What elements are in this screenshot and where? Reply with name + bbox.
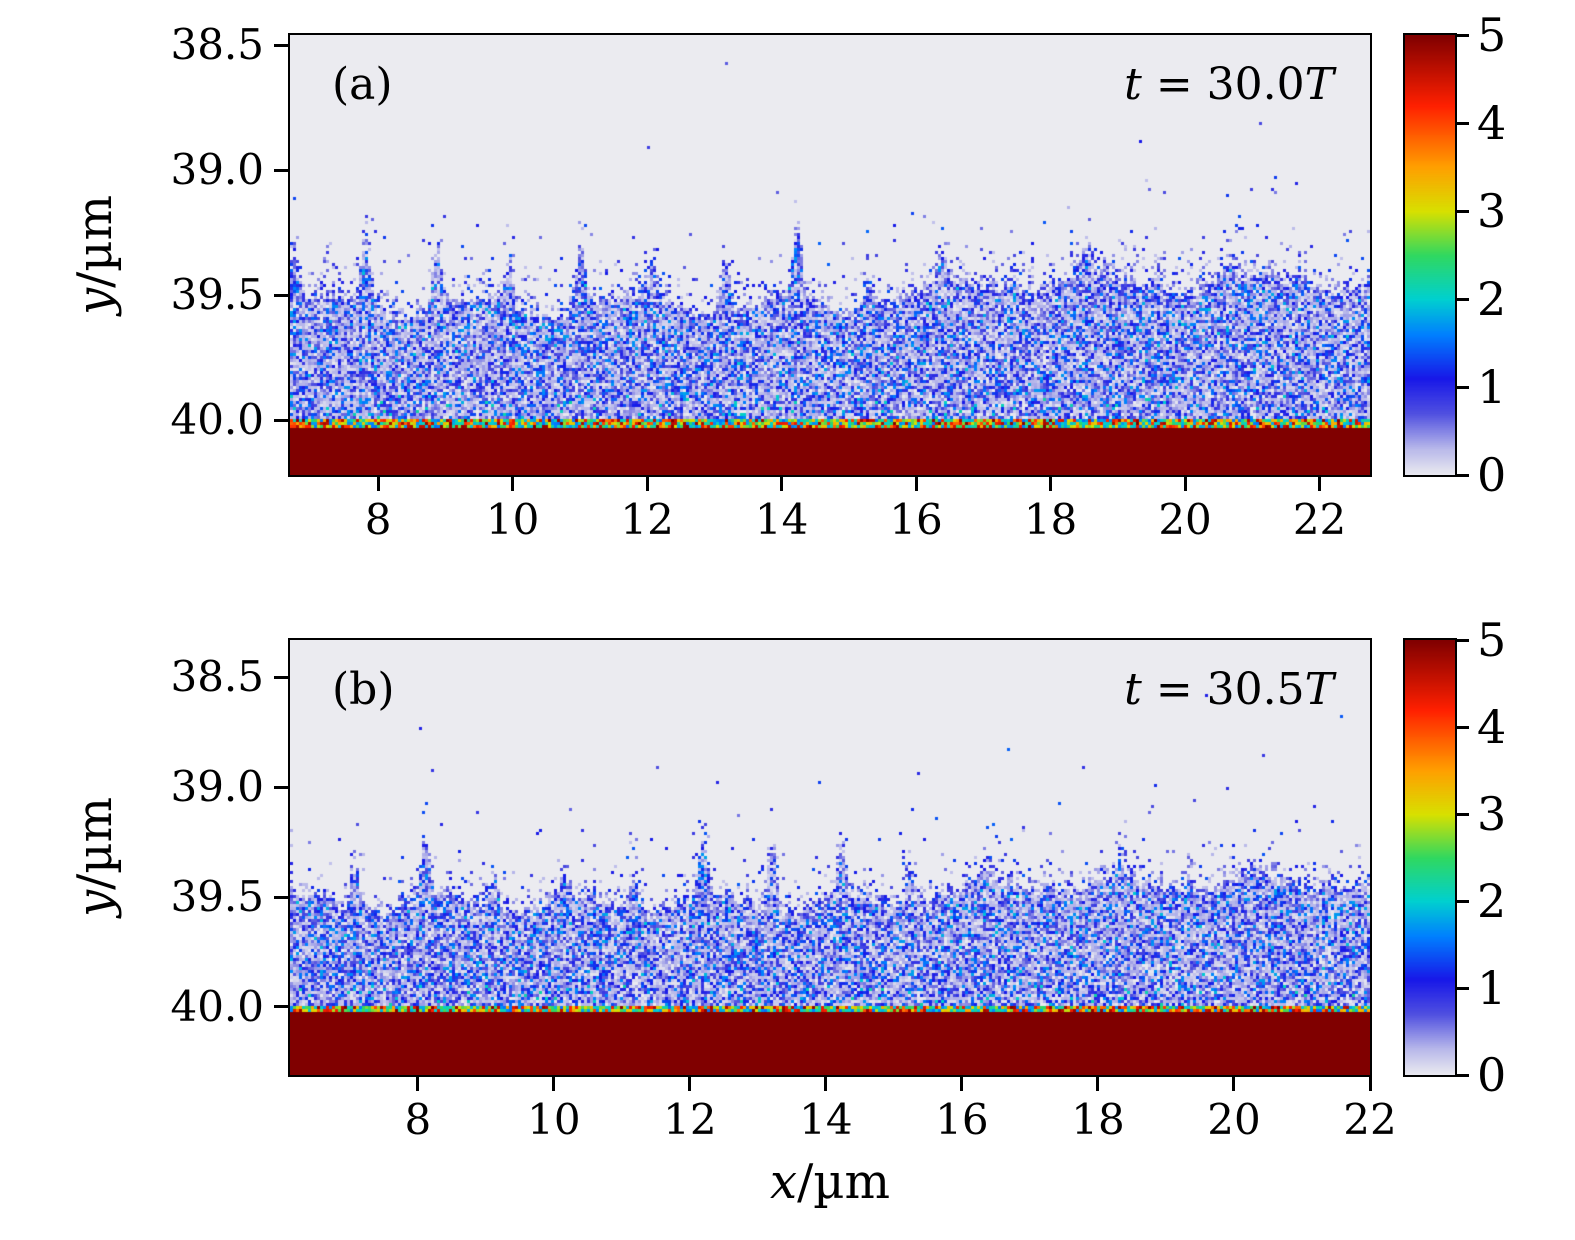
x-tick-mark (645, 477, 649, 491)
time-value: = 30.5 (1141, 664, 1305, 715)
panel-b-plot-frame: (b) t = 30.5T (288, 638, 1372, 1077)
x-tick-label: 10 (527, 1095, 581, 1144)
panel-a-colorbar-frame (1403, 33, 1457, 477)
y-tick-mark (274, 168, 288, 172)
panel-a-label: (a) (332, 59, 393, 110)
y-tick-label: 38.5 (170, 20, 264, 69)
x-tick-mark (511, 477, 515, 491)
x-tick-mark (1232, 1077, 1236, 1091)
y-tick-mark (274, 43, 288, 47)
x-tick-mark (1096, 1077, 1100, 1091)
y-tick-label: 40.0 (170, 981, 264, 1031)
x-tick-mark (780, 477, 784, 491)
colorbar-tick-label: 5 (1477, 613, 1507, 667)
x-tick-mark (914, 477, 918, 491)
x-tick-label: 16 (889, 495, 943, 544)
time-unit: T (1304, 664, 1334, 715)
y-tick-mark (274, 895, 288, 899)
y-tick-mark (274, 675, 288, 679)
panel-b-colorbar-canvas (1405, 640, 1455, 1075)
x-tick-label: 14 (799, 1095, 853, 1144)
colorbar-tick-mark (1457, 385, 1469, 389)
colorbar-tick-label: 2 (1477, 874, 1507, 928)
x-tick-label: 20 (1158, 495, 1212, 544)
colorbar-tick-label: 1 (1477, 961, 1507, 1015)
x-tick-mark (1049, 477, 1053, 491)
colorbar-tick-label: 0 (1477, 448, 1507, 502)
y-tick-label: 39.0 (170, 762, 264, 812)
x-tick-label: 16 (935, 1095, 989, 1144)
colorbar-tick-mark (1457, 725, 1469, 729)
panel-b-time-annotation: t = 30.5T (1124, 668, 1334, 712)
x-tick-label: 14 (754, 495, 809, 544)
panel-b-y-axis-label: y/µm (67, 737, 123, 977)
panel-a-time-annotation: t = 30.0T (1124, 63, 1334, 107)
x-tick-label: 22 (1292, 495, 1347, 544)
colorbar-tick-mark (1457, 812, 1469, 816)
x-tick-mark (688, 1077, 692, 1091)
panel-a-colorbar-canvas (1405, 35, 1455, 475)
colorbar-tick-mark (1457, 986, 1469, 990)
colorbar-tick-mark (1457, 1073, 1469, 1077)
x-tick-mark (1183, 477, 1187, 491)
x-tick-mark (376, 477, 380, 491)
panel-a-plot-frame: (a) t = 30.0T (288, 33, 1372, 477)
colorbar-tick-label: 2 (1477, 272, 1507, 326)
time-variable: t (1124, 59, 1142, 110)
x-tick-mark (824, 1077, 828, 1091)
colorbar-tick-mark (1457, 121, 1469, 125)
colorbar-tick-label: 4 (1477, 96, 1507, 150)
colorbar-tick-label: 5 (1477, 8, 1507, 62)
y-tick-mark (274, 1005, 288, 1009)
x-tick-mark (416, 1077, 420, 1091)
x-tick-label: 18 (1071, 1095, 1125, 1144)
x-tick-mark (1368, 1077, 1372, 1091)
colorbar-tick-mark (1457, 297, 1469, 301)
colorbar-tick-mark (1457, 473, 1469, 477)
x-tick-label: 10 (485, 495, 540, 544)
time-unit: T (1304, 59, 1334, 110)
colorbar-tick-mark (1457, 638, 1469, 642)
y-tick-mark (274, 293, 288, 297)
x-tick-label: 20 (1207, 1095, 1261, 1144)
time-value: = 30.0 (1141, 59, 1305, 110)
x-tick-label: 22 (1343, 1095, 1397, 1144)
y-tick-label: 39.0 (170, 145, 264, 194)
x-tick-mark (1318, 477, 1322, 491)
panel-b-colorbar-frame (1403, 638, 1457, 1077)
x-tick-label: 12 (620, 495, 674, 544)
y-tick-label: 38.5 (170, 652, 264, 702)
panel-a-heatmap-canvas (290, 35, 1370, 475)
colorbar-tick-label: 3 (1477, 787, 1507, 841)
y-tick-label: 39.5 (170, 270, 264, 319)
panel-a-y-axis-label: y/µm (67, 135, 123, 375)
colorbar-tick-label: 0 (1477, 1048, 1507, 1102)
x-tick-mark (552, 1077, 556, 1091)
x-tick-label: 8 (364, 495, 392, 544)
x-axis-unit: /µm (797, 1154, 890, 1210)
x-tick-mark (960, 1077, 964, 1091)
x-axis-variable: x (770, 1154, 798, 1210)
y-tick-mark (274, 785, 288, 789)
panel-b-label: (b) (332, 664, 395, 715)
colorbar-tick-mark (1457, 33, 1469, 37)
time-variable: t (1124, 664, 1142, 715)
colorbar-tick-label: 1 (1477, 360, 1507, 414)
colorbar-tick-mark (1457, 899, 1469, 903)
x-tick-label: 8 (404, 1095, 432, 1144)
x-tick-label: 18 (1023, 495, 1078, 544)
colorbar-tick-label: 4 (1477, 700, 1507, 754)
x-axis-label: x/µm (680, 1158, 980, 1206)
y-tick-mark (274, 418, 288, 422)
x-tick-label: 12 (663, 1095, 717, 1144)
panel-b-heatmap-canvas (290, 640, 1370, 1075)
y-tick-label: 40.0 (170, 395, 264, 444)
y-tick-label: 39.5 (170, 872, 264, 922)
colorbar-tick-label: 3 (1477, 184, 1507, 238)
colorbar-tick-mark (1457, 209, 1469, 213)
